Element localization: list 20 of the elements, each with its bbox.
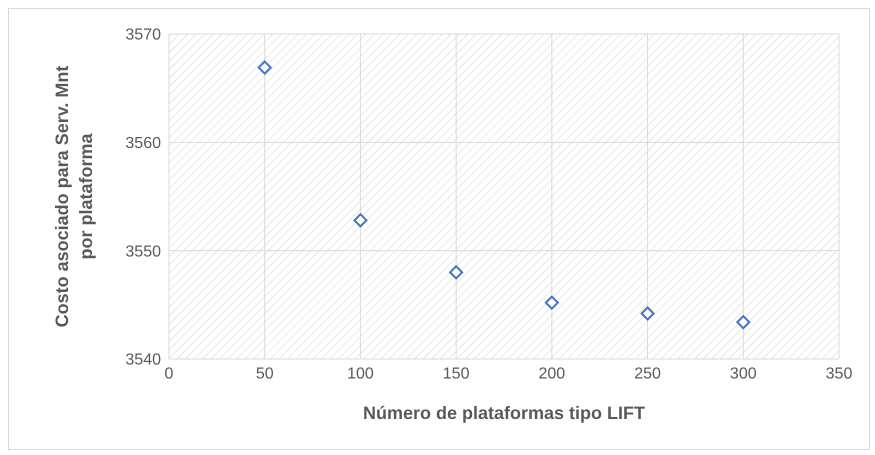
y-tick-label: 3540 [125, 352, 162, 369]
y-tick-label: 3570 [125, 26, 162, 44]
x-tick-label: 350 [826, 365, 852, 382]
x-tick-label: 250 [634, 365, 662, 382]
point [736, 315, 750, 330]
x-tick-label: 300 [730, 365, 757, 382]
x-tick-label: 50 [256, 365, 274, 382]
point [544, 296, 559, 310]
x-tick-label: 100 [347, 365, 374, 382]
x-tick-label: 200 [538, 365, 566, 382]
point [640, 306, 655, 320]
point [258, 60, 272, 75]
x-tick-label: 150 [442, 365, 470, 382]
point [353, 213, 368, 228]
x-tick-label: 0 [164, 365, 174, 382]
y-tick-label: 3560 [125, 135, 162, 152]
x-axis-title: Número de plataformas tipo LIFT [362, 403, 646, 423]
y-tick-label: 3550 [125, 243, 162, 260]
y-axis-title: Costo asociado para Serv. Mnt por plataforma [52, 66, 96, 328]
point [449, 265, 464, 280]
